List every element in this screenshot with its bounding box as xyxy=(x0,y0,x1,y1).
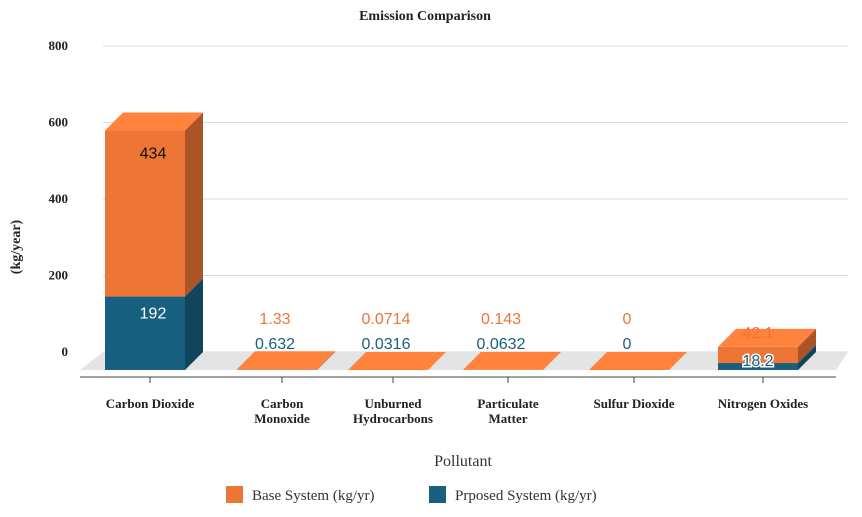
y-tick-label: 600 xyxy=(49,115,69,130)
gridlines xyxy=(103,46,848,352)
legend-label: Base System (kg/yr) xyxy=(252,488,374,504)
bar-base-0-side xyxy=(185,113,203,297)
x-axis-label: Pollutant xyxy=(434,453,492,470)
data-labels: 434 1.33 0.0714 0.143 0 42.1 192 0.632 0.0316 0.0… xyxy=(140,146,774,370)
bar-base-0 xyxy=(105,113,203,297)
base-data-label: 0 xyxy=(623,311,632,328)
x-tick-label: Unburned xyxy=(364,396,422,411)
legend-swatch xyxy=(226,486,243,503)
bars xyxy=(105,113,816,370)
y-tick-label: 0 xyxy=(62,344,69,359)
x-tick-label: Carbon Dioxide xyxy=(106,396,195,411)
y-tick-label: 200 xyxy=(49,268,69,283)
legend: Base System (kg/yr) Prposed System (kg/yr… xyxy=(226,486,597,504)
y-axis-label: (kg/year) xyxy=(9,219,24,274)
legend-item: Prposed System (kg/yr) xyxy=(429,486,597,504)
proposed-data-label: 0 xyxy=(623,336,632,353)
bar-base-1-front xyxy=(237,369,317,370)
x-tick-label: Matter xyxy=(489,411,528,426)
x-tick-label: Hydrocarbons xyxy=(353,411,433,426)
base-data-label: 0.143 xyxy=(481,311,521,328)
x-tick-label: Nitrogen Oxides xyxy=(718,396,808,411)
x-tick-label: Monoxide xyxy=(254,411,310,426)
proposed-data-label: 192 xyxy=(140,306,167,323)
legend-label: Prposed System (kg/yr) xyxy=(455,488,597,504)
x-tick-label: Sulfur Dioxide xyxy=(593,396,674,411)
base-data-label: 42.1 xyxy=(742,325,773,342)
y-tick-labels: 0 200 400 600 800 xyxy=(49,38,69,359)
base-data-label: 434 xyxy=(140,146,167,163)
chart-title: Emission Comparison xyxy=(359,9,491,24)
y-tick-label: 400 xyxy=(49,191,69,206)
proposed-data-label: 0.632 xyxy=(255,336,295,353)
proposed-data-label: 18.2 xyxy=(742,353,773,370)
y-tick-label: 800 xyxy=(49,38,69,53)
base-data-label: 0.0714 xyxy=(362,311,411,328)
x-tick-label: Particulate xyxy=(477,396,539,411)
x-tick-label: Carbon xyxy=(261,396,304,411)
base-data-label: 1.33 xyxy=(259,311,290,328)
proposed-data-label: 0.0632 xyxy=(477,336,526,353)
proposed-data-label: 0.0316 xyxy=(362,336,411,353)
legend-swatch xyxy=(429,486,446,503)
legend-item: Base System (kg/yr) xyxy=(226,486,374,504)
